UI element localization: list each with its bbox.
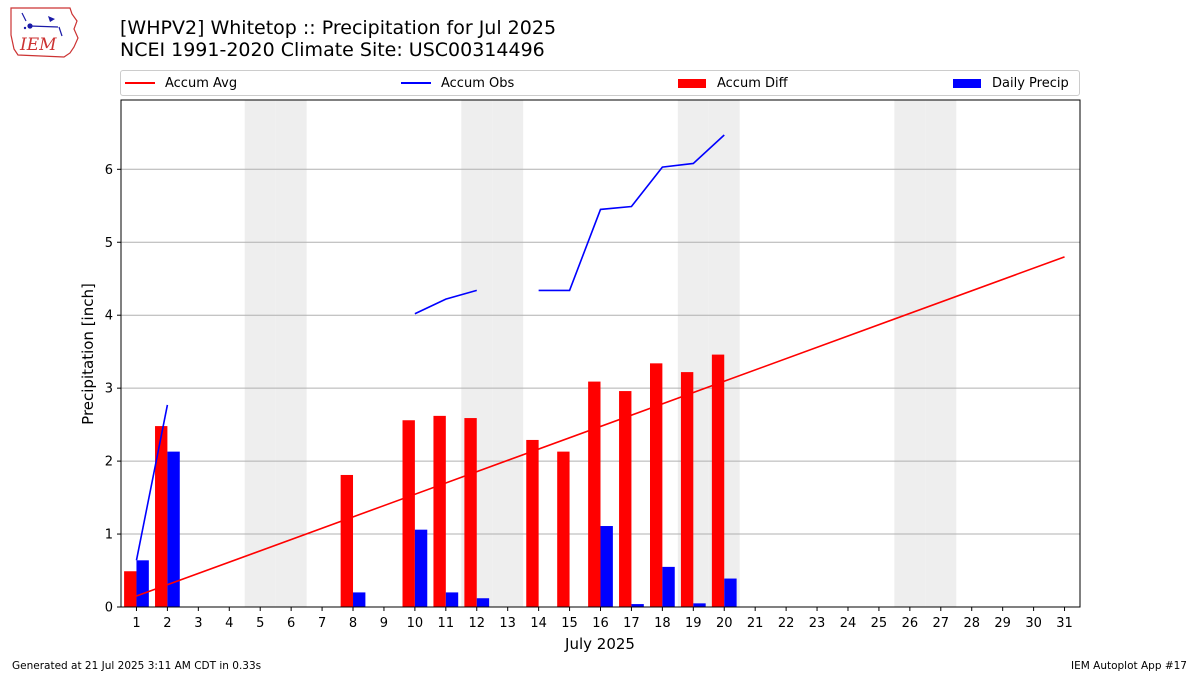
x-tick-label: 7 — [318, 616, 326, 631]
x-tick-label: 20 — [716, 616, 733, 631]
y-tick-label: 6 — [105, 163, 113, 178]
weekend-shade — [275, 100, 307, 607]
accum-obs-line — [135, 404, 169, 561]
legend-swatch-daily-precip — [953, 78, 981, 88]
y-tick-label: 5 — [105, 236, 113, 251]
chart-legend: Accum Avg Accum Obs Accum Diff Daily Pre… — [120, 70, 1080, 96]
x-tick-label: 2 — [163, 616, 171, 631]
chart-title: [WHPV2] Whitetop :: Precipitation for Ju… — [120, 17, 557, 39]
daily-precip-bar — [600, 526, 613, 607]
x-tick-label: 14 — [530, 616, 547, 631]
accum-diff-bar — [402, 420, 415, 607]
y-tick-label: 4 — [105, 309, 113, 324]
autoplot-app-label: IEM Autoplot App #17 — [1071, 660, 1187, 672]
x-tick-label: 25 — [871, 616, 888, 631]
accum-diff-bar — [464, 418, 477, 607]
accum-obs-line — [538, 134, 725, 292]
daily-precip-bar — [631, 604, 644, 607]
y-tick-label: 2 — [105, 455, 113, 470]
generated-timestamp: Generated at 21 Jul 2025 3:11 AM CDT in … — [12, 660, 262, 672]
legend-label-accum-diff: Accum Diff — [717, 75, 788, 91]
x-tick-label: 17 — [623, 616, 640, 631]
x-axis-label: July 2025 — [564, 635, 635, 653]
iem-logo: IEM — [8, 5, 80, 59]
weekend-shade — [925, 100, 957, 607]
daily-precip-bar — [353, 592, 366, 607]
x-tick-label: 6 — [287, 616, 295, 631]
accum-diff-bar — [124, 571, 137, 607]
daily-precip-bar — [414, 529, 428, 607]
x-tick-label: 4 — [225, 616, 233, 631]
daily-precip-bar — [693, 603, 706, 607]
x-tick-label: 28 — [963, 616, 980, 631]
y-axis-label: Precipitation [inch] — [79, 283, 97, 425]
accum-diff-bar — [340, 474, 354, 607]
legend-label-daily-precip: Daily Precip — [992, 75, 1069, 91]
x-tick-label: 21 — [747, 616, 764, 631]
daily-precip-bar — [445, 592, 459, 607]
x-tick-label: 19 — [685, 616, 702, 631]
accum-avg-line — [136, 256, 1065, 597]
x-tick-label: 22 — [778, 616, 795, 631]
accum-obs-line — [414, 289, 477, 315]
x-tick-label: 18 — [654, 616, 671, 631]
accum-diff-bar — [619, 391, 632, 607]
daily-precip-bar — [136, 560, 149, 607]
daily-precip-bar — [724, 578, 737, 607]
x-tick-label: 5 — [256, 616, 264, 631]
x-tick-label: 8 — [349, 616, 357, 631]
x-tick-label: 11 — [438, 616, 455, 631]
accum-diff-bar — [588, 381, 601, 607]
legend-label-accum-avg: Accum Avg — [165, 75, 238, 91]
x-tick-label: 12 — [468, 616, 485, 631]
accum-diff-bar — [526, 439, 539, 607]
legend-swatch-accum-avg — [125, 82, 155, 84]
svg-text:IEM: IEM — [19, 35, 57, 55]
x-tick-label: 15 — [561, 616, 578, 631]
accum-diff-bar — [649, 363, 663, 607]
daily-precip-bar — [476, 598, 490, 607]
x-tick-label: 16 — [592, 616, 609, 631]
x-tick-label: 27 — [933, 616, 950, 631]
legend-swatch-accum-obs — [401, 82, 431, 84]
x-tick-label: 30 — [1025, 616, 1042, 631]
accum-diff-bar — [711, 354, 725, 607]
legend-label-accum-obs: Accum Obs — [441, 75, 515, 91]
legend-swatch-accum-diff — [678, 78, 706, 88]
x-tick-label: 26 — [902, 616, 919, 631]
accum-diff-bar — [155, 426, 168, 607]
weekend-shade — [244, 100, 276, 607]
weekend-shade — [492, 100, 524, 607]
x-tick-label: 23 — [809, 616, 826, 631]
y-tick-label: 1 — [105, 528, 113, 543]
daily-precip-bar — [167, 451, 180, 607]
x-tick-label: 10 — [407, 616, 424, 631]
x-tick-label: 1 — [132, 616, 140, 631]
y-tick-label: 0 — [105, 601, 113, 616]
legend-item-daily-precip: Daily Precip — [953, 71, 1069, 95]
accum-diff-bar — [433, 415, 446, 607]
weekend-shade — [894, 100, 926, 607]
x-tick-label: 31 — [1056, 616, 1073, 631]
legend-item-accum-avg: Accum Avg — [125, 71, 237, 95]
daily-precip-bar — [662, 566, 675, 607]
x-tick-label: 9 — [380, 616, 388, 631]
y-tick-label: 3 — [105, 382, 113, 397]
legend-item-accum-obs: Accum Obs — [401, 71, 514, 95]
chart-subtitle: NCEI 1991-2020 Climate Site: USC00314496 — [120, 39, 545, 61]
accum-diff-bar — [680, 372, 694, 607]
x-tick-label: 3 — [194, 616, 202, 631]
x-tick-label: 29 — [994, 616, 1011, 631]
x-tick-label: 13 — [499, 616, 516, 631]
accum-diff-bar — [557, 451, 570, 607]
x-tick-label: 24 — [840, 616, 857, 631]
legend-item-accum-diff: Accum Diff — [678, 71, 788, 95]
